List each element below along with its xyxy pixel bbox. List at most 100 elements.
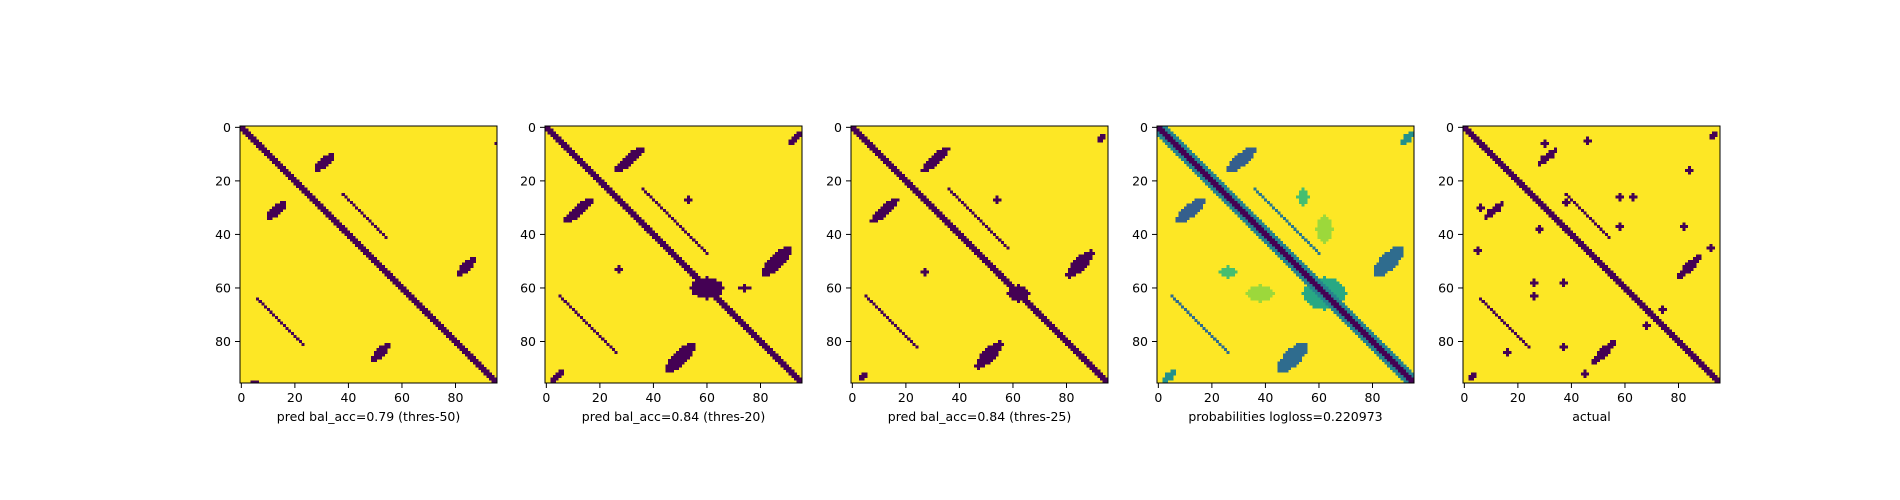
heatmap-cell: [1186, 310, 1190, 314]
heatmap-cell: [272, 158, 276, 162]
heatmap-cell: [1620, 225, 1624, 229]
heatmap-cell: [1519, 337, 1523, 341]
heatmap-cell: [435, 318, 439, 322]
heatmap-cell: [314, 163, 318, 167]
heatmap-cell: [272, 214, 276, 218]
heatmap-cell: [785, 249, 789, 253]
heatmap-cell: [571, 150, 575, 154]
heatmap-cell: [320, 208, 324, 213]
heatmap-cell: [1618, 281, 1622, 285]
heatmap-cell: [783, 257, 787, 261]
heatmap-cell: [694, 273, 698, 277]
heatmap-cell: [1019, 294, 1023, 298]
heatmap-cell: [1322, 225, 1327, 229]
heatmap-cell: [282, 206, 286, 210]
heatmap-cell: [561, 142, 565, 146]
heatmap-cell: [1277, 246, 1281, 250]
heatmap-cell: [1191, 200, 1195, 204]
heatmap-cell: [1250, 147, 1254, 151]
heatmap-cell: [1586, 136, 1590, 140]
heatmap-cell: [360, 246, 364, 250]
heatmap-cell: [1277, 369, 1281, 373]
heatmap-cell: [1468, 128, 1472, 132]
heatmap-cell: [1709, 249, 1713, 253]
heatmap-cell: [1545, 152, 1550, 156]
heatmap-cell: [955, 227, 959, 231]
heatmap-cell: [939, 214, 943, 218]
heatmap-cell: [1282, 249, 1286, 253]
heatmap-cell: [1516, 179, 1520, 183]
heatmap-cell: [1175, 217, 1179, 221]
heatmap-cell: [1320, 283, 1324, 287]
heatmap-cell: [1008, 283, 1012, 287]
heatmap-cell: [992, 353, 996, 357]
heatmap-cell: [751, 329, 755, 333]
heatmap-cell: [899, 171, 903, 175]
heatmap-cell: [963, 238, 967, 242]
heatmap-cell: [1317, 235, 1321, 239]
x-tick-label: 80: [1671, 390, 1687, 405]
heatmap-cell: [1266, 200, 1270, 204]
heatmap-cell: [1003, 243, 1007, 247]
heatmap-cell: [853, 131, 857, 135]
heatmap-cell: [1304, 342, 1308, 346]
heatmap-cell: [673, 353, 677, 357]
heatmap-cell: [550, 131, 554, 135]
heatmap-cell: [646, 225, 650, 229]
heatmap-cell: [1594, 259, 1598, 263]
heatmap-cell: [1333, 281, 1337, 285]
heatmap-cell: [266, 217, 270, 221]
heatmap-cell: [1655, 321, 1659, 325]
heatmap-cell: [1543, 144, 1547, 148]
heatmap-cell: [775, 259, 779, 263]
heatmap-cell: [625, 155, 629, 159]
heatmap-cell: [595, 332, 599, 336]
heatmap-cell: [304, 187, 308, 191]
y-tick-label: 40: [520, 227, 536, 242]
heatmap-cell: [1564, 192, 1568, 196]
heatmap-cell: [1711, 246, 1715, 250]
heatmap-cell: [1325, 291, 1329, 296]
heatmap-cell: [652, 198, 656, 202]
heatmap-cell: [325, 208, 329, 213]
heatmap-cell: [1237, 166, 1241, 170]
heatmap-cell: [1674, 337, 1678, 341]
heatmap-cell: [705, 297, 709, 301]
heatmap-cell: [673, 364, 677, 368]
heatmap-cell: [971, 243, 975, 247]
heatmap-cell: [633, 211, 637, 215]
heatmap-cell: [1086, 257, 1090, 261]
heatmap-cell: [1580, 246, 1584, 250]
heatmap-cell: [1615, 225, 1619, 229]
heatmap-cell: [1336, 305, 1340, 309]
heatmap-cell: [1306, 291, 1310, 296]
heatmap-cell: [1473, 249, 1477, 253]
heatmap-cell: [1384, 265, 1388, 269]
heatmap-cell: [1165, 131, 1169, 135]
heatmap-cell: [1210, 171, 1214, 175]
heatmap-cell: [767, 262, 771, 266]
heatmap-cell: [1682, 270, 1686, 274]
heatmap-cell: [1239, 208, 1244, 213]
heatmap-cell: [258, 300, 262, 304]
heatmap-cell: [1607, 235, 1611, 239]
heatmap-cell: [692, 345, 696, 349]
heatmap-cell: [1314, 275, 1318, 279]
heatmap-cell: [864, 139, 868, 143]
heatmap-cell: [1226, 267, 1230, 271]
heatmap-cell: [1505, 350, 1509, 354]
heatmap-cell: [1328, 294, 1332, 298]
heatmap-cell: [1250, 227, 1254, 231]
heatmap-cell: [363, 251, 367, 255]
heatmap-cell: [1250, 211, 1254, 215]
heatmap-cell: [1197, 168, 1201, 172]
heatmap-cell: [864, 136, 868, 140]
heatmap-cell: [1213, 182, 1217, 186]
heatmap-cell: [668, 364, 672, 368]
heatmap-cell: [475, 358, 479, 362]
heatmap-cell: [1215, 184, 1219, 188]
heatmap-cell: [256, 297, 260, 301]
heatmap-cell: [1489, 211, 1493, 215]
heatmap-cell: [676, 361, 680, 365]
x-axis-label: pred bal_acc=0.84 (thres-25): [888, 409, 1071, 424]
